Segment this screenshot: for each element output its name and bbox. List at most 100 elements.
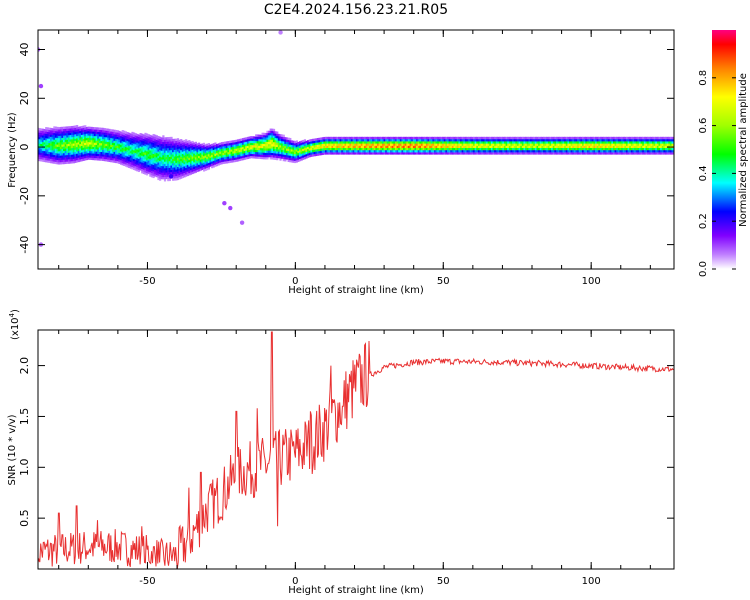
heatmap-cell [342, 145, 346, 149]
heatmap-cell [580, 143, 583, 146]
heatmap-cell [46, 129, 49, 132]
heatmap-cell [41, 152, 45, 156]
heatmap-cell [499, 139, 502, 142]
heatmap-cell [281, 140, 284, 144]
heatmap-cell [193, 170, 196, 174]
heatmap-cell [77, 139, 80, 143]
heatmap-cell [144, 139, 147, 142]
heatmap-cell [111, 155, 115, 159]
heatmap-cell [258, 138, 261, 142]
heatmap-cell [484, 145, 487, 149]
heatmap-cell [409, 145, 412, 149]
heatmap-cell [227, 145, 230, 148]
heatmap-cell [155, 159, 158, 162]
heatmap-cell [136, 142, 139, 146]
heatmap-cell [458, 152, 461, 155]
heatmap-cell [128, 150, 131, 153]
heatmap-cell [259, 154, 263, 157]
heatmap-cell [155, 148, 158, 151]
heatmap-cell [93, 149, 97, 152]
heatmap-cell [178, 150, 181, 154]
heatmap-cell [390, 147, 393, 151]
heatmap-cell [354, 141, 357, 144]
heatmap-cell [246, 136, 250, 140]
heatmap-cell [189, 156, 193, 160]
heatmap-cell [391, 150, 394, 153]
heatmap-cell [310, 147, 313, 151]
heatmap-cell [606, 152, 609, 155]
heatmap-cell [106, 137, 110, 140]
heatmap-cell [69, 150, 72, 153]
heatmap-cell [54, 152, 58, 156]
heatmap-cell [320, 150, 323, 154]
heatmap-cell [311, 143, 315, 146]
heatmap-cell [250, 140, 253, 143]
heatmap-cell [149, 139, 152, 142]
heatmap-cell [119, 138, 123, 141]
heatmap-cell [253, 151, 256, 155]
heatmap-cell [128, 159, 131, 162]
heatmap-cell [128, 137, 131, 140]
heatmap-cell [544, 141, 547, 144]
heatmap-cell [163, 143, 167, 147]
heatmap-cell [261, 132, 264, 136]
heatmap-cell [437, 136, 440, 140]
heatmap-cell [98, 138, 102, 141]
heatmap-cell [331, 145, 334, 149]
heatmap-cell [181, 166, 185, 170]
heatmap-cell [61, 142, 64, 145]
heatmap-cell [168, 147, 171, 151]
heatmap-cell [515, 145, 518, 149]
heatmap-cell [243, 148, 246, 152]
heatmap-cell [142, 160, 145, 164]
heatmap-cell [346, 150, 349, 153]
heatmap-cell [349, 143, 352, 146]
heatmap-cell [189, 159, 193, 162]
heatmap-cell [401, 145, 404, 149]
heatmap-cell [100, 149, 103, 153]
heatmap-cell [263, 154, 266, 158]
heatmap-cell [175, 162, 178, 166]
heatmap-cell [368, 136, 372, 140]
heatmap-cell [58, 155, 61, 158]
heatmap-cell [154, 167, 157, 170]
heatmap-cell [461, 150, 464, 153]
heatmap-cell [92, 133, 95, 136]
heatmap-cell [665, 143, 668, 146]
heatmap-cell [261, 134, 264, 138]
heatmap-cell [385, 147, 388, 151]
heatmap-cell [84, 125, 87, 128]
heatmap-cell [277, 136, 280, 139]
heatmap-cell [50, 132, 53, 135]
heatmap-cell [137, 145, 141, 148]
heatmap-cell [251, 153, 254, 157]
heatmap-cell [499, 147, 502, 151]
heatmap-cell [134, 146, 137, 149]
heatmap-cell [394, 147, 398, 151]
heatmap-cell [471, 152, 474, 155]
heatmap-cell [103, 128, 106, 131]
heatmap-cell [456, 139, 459, 142]
spectrogram-x-tick-label: 50 [437, 276, 450, 287]
heatmap-cell [292, 149, 295, 152]
heatmap-cell [510, 143, 513, 146]
heatmap-cell [194, 152, 198, 156]
heatmap-cell [128, 145, 131, 149]
heatmap-cell [497, 141, 500, 144]
heatmap-cell [603, 141, 606, 144]
heatmap-cell [383, 136, 386, 140]
heatmap-cell [647, 147, 650, 151]
heatmap-cell [131, 149, 134, 152]
heatmap-cell [416, 139, 419, 142]
heatmap-cell [261, 154, 264, 158]
heatmap-cell [533, 147, 536, 151]
heatmap-cell [329, 150, 333, 153]
heatmap-cell [285, 137, 289, 140]
heatmap-cell [58, 129, 61, 132]
heatmap-cell [240, 145, 243, 148]
heatmap-cell [59, 151, 62, 154]
heatmap-cell [67, 128, 71, 131]
heatmap-cell [546, 152, 549, 155]
heatmap-cell [391, 147, 394, 151]
heatmap-cell [518, 152, 521, 155]
